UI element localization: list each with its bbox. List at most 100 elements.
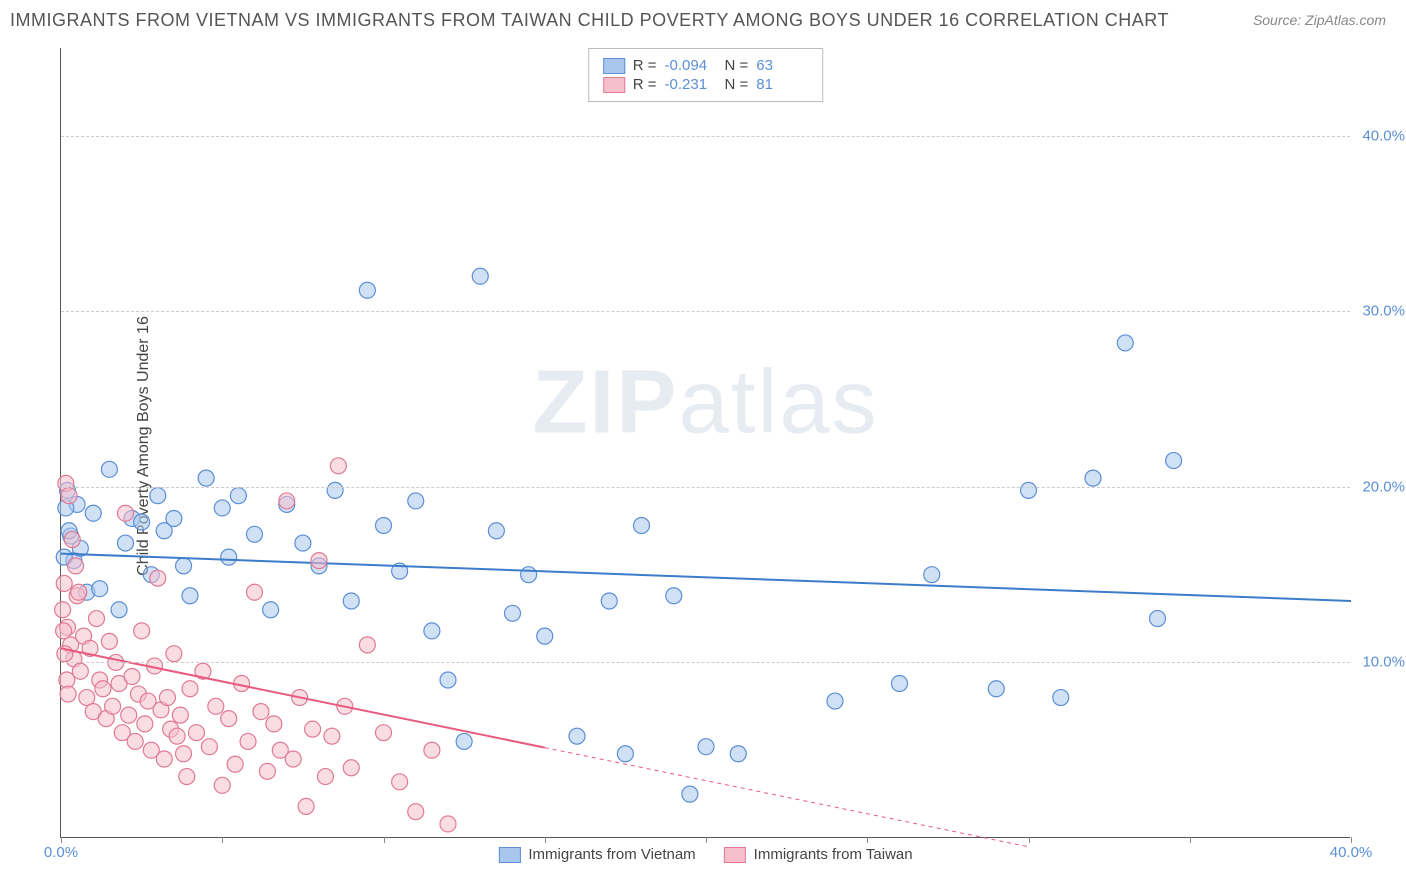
gridline — [61, 487, 1350, 488]
data-point — [105, 698, 121, 714]
data-point — [208, 698, 224, 714]
x-tick — [1190, 837, 1191, 843]
data-point — [259, 763, 275, 779]
y-tick-label: 40.0% — [1362, 127, 1405, 144]
data-point — [182, 588, 198, 604]
data-point — [295, 535, 311, 551]
data-point — [311, 553, 327, 569]
data-point — [330, 458, 346, 474]
data-point — [92, 581, 108, 597]
data-point — [456, 733, 472, 749]
correlation-legend: R = -0.094 N = 63 R = -0.231 N = 81 — [588, 48, 824, 102]
data-point — [166, 646, 182, 662]
legend-row-taiwan: R = -0.231 N = 81 — [603, 76, 809, 93]
data-point — [263, 602, 279, 618]
swatch-taiwan-icon — [724, 847, 746, 863]
data-point — [159, 690, 175, 706]
data-point — [988, 681, 1004, 697]
data-point — [221, 711, 237, 727]
data-point — [247, 526, 263, 542]
data-point — [537, 628, 553, 644]
data-point — [172, 707, 188, 723]
data-point — [118, 535, 134, 551]
legend-label-vietnam: Immigrants from Vietnam — [528, 846, 695, 863]
data-point — [55, 602, 71, 618]
data-point — [472, 268, 488, 284]
data-point — [71, 584, 87, 600]
gridline — [61, 311, 1350, 312]
x-tick — [1029, 837, 1030, 843]
x-tick — [61, 837, 62, 843]
legend-item-vietnam: Immigrants from Vietnam — [498, 846, 695, 863]
data-point — [127, 733, 143, 749]
r-value-vietnam: -0.094 — [665, 57, 717, 74]
data-point — [166, 510, 182, 526]
data-point — [324, 728, 340, 744]
chart-title: IMMIGRANTS FROM VIETNAM VS IMMIGRANTS FR… — [10, 10, 1169, 30]
data-point — [121, 707, 137, 723]
data-point — [182, 681, 198, 697]
data-point — [134, 623, 150, 639]
data-point — [134, 514, 150, 530]
x-tick — [706, 837, 707, 843]
legend-label-taiwan: Immigrants from Taiwan — [754, 846, 913, 863]
data-point — [198, 470, 214, 486]
data-point — [376, 725, 392, 741]
gridline — [61, 136, 1350, 137]
scatter-svg — [61, 48, 1350, 837]
data-point — [569, 728, 585, 744]
data-point — [730, 746, 746, 762]
data-point — [343, 593, 359, 609]
data-point — [169, 728, 185, 744]
x-tick — [384, 837, 385, 843]
data-point — [179, 769, 195, 785]
trend-line-extrapolated — [545, 748, 1029, 847]
x-tick-label: 0.0% — [44, 844, 78, 861]
data-point — [124, 668, 140, 684]
data-point — [359, 637, 375, 653]
data-point — [1085, 470, 1101, 486]
data-point — [111, 602, 127, 618]
data-point — [617, 746, 633, 762]
data-point — [327, 482, 343, 498]
data-point — [827, 693, 843, 709]
data-point — [150, 488, 166, 504]
data-point — [64, 532, 80, 548]
data-point — [101, 633, 117, 649]
data-point — [56, 623, 72, 639]
swatch-taiwan — [603, 77, 625, 93]
data-point — [1021, 482, 1037, 498]
data-point — [505, 605, 521, 621]
data-point — [85, 505, 101, 521]
data-point — [88, 611, 104, 627]
y-tick-label: 10.0% — [1362, 654, 1405, 671]
swatch-vietnam — [603, 58, 625, 74]
data-point — [392, 774, 408, 790]
data-point — [214, 500, 230, 516]
y-tick-label: 20.0% — [1362, 478, 1405, 495]
data-point — [488, 523, 504, 539]
data-point — [634, 518, 650, 534]
data-point — [924, 567, 940, 583]
data-point — [61, 488, 77, 504]
r-value-taiwan: -0.231 — [665, 76, 717, 93]
legend-item-taiwan: Immigrants from Taiwan — [724, 846, 913, 863]
data-point — [666, 588, 682, 604]
data-point — [118, 505, 134, 521]
data-point — [408, 493, 424, 509]
data-point — [1150, 611, 1166, 627]
data-point — [892, 676, 908, 692]
data-point — [601, 593, 617, 609]
x-tick — [1351, 837, 1352, 843]
data-point — [424, 623, 440, 639]
data-point — [230, 488, 246, 504]
series-legend: Immigrants from Vietnam Immigrants from … — [498, 846, 912, 863]
data-point — [1053, 690, 1069, 706]
data-point — [298, 798, 314, 814]
data-point — [227, 756, 243, 772]
data-point — [359, 282, 375, 298]
data-point — [176, 746, 192, 762]
data-point — [188, 725, 204, 741]
y-tick-label: 30.0% — [1362, 303, 1405, 320]
data-point — [247, 584, 263, 600]
